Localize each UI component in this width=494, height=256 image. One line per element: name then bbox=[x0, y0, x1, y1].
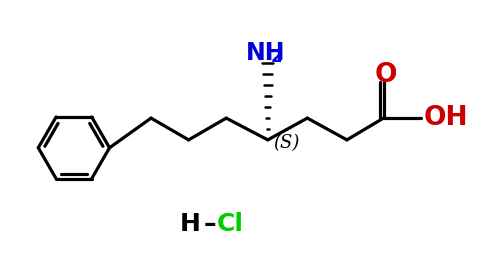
Text: H: H bbox=[180, 212, 201, 236]
Text: (S): (S) bbox=[273, 134, 299, 152]
Text: Cl: Cl bbox=[216, 212, 244, 236]
Text: OH: OH bbox=[424, 105, 468, 131]
Text: –: – bbox=[204, 212, 216, 236]
Text: NH: NH bbox=[246, 41, 286, 65]
Text: O: O bbox=[374, 62, 397, 88]
Text: 2: 2 bbox=[271, 48, 283, 66]
